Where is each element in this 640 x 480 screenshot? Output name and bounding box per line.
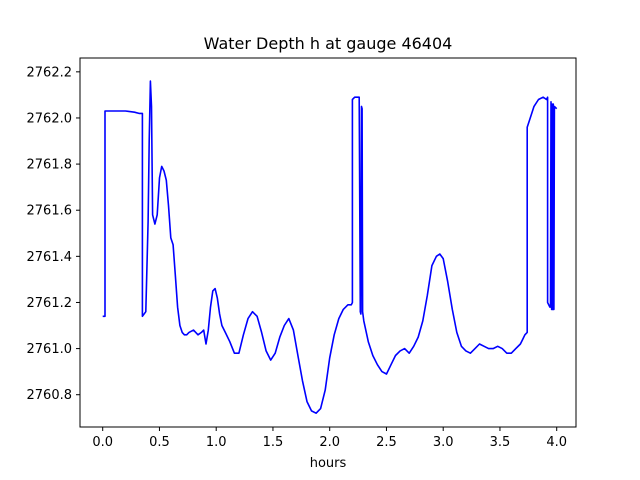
x-tick-label: 3.0 xyxy=(433,435,454,450)
x-tick-label: 4.0 xyxy=(546,435,567,450)
x-tick-label: 3.5 xyxy=(490,435,511,450)
series-line-1 xyxy=(102,80,558,415)
x-tick-label: 1.5 xyxy=(263,435,284,450)
y-tick-label: 2761.8 xyxy=(27,158,73,173)
x-tick-label: 0.5 xyxy=(149,435,170,450)
y-tick-label: 2761.2 xyxy=(27,296,73,311)
x-axis-ticks: 0.0 0.5 1.0 1.5 2.0 2.5 3.0 3.5 4.0 xyxy=(92,427,567,450)
x-tick-label: 2.0 xyxy=(319,435,340,450)
x-tick-label: 1.0 xyxy=(206,435,227,450)
y-tick-label: 2762.2 xyxy=(27,65,73,80)
y-tick-label: 2761.4 xyxy=(27,250,73,265)
y-tick-label: 2761.0 xyxy=(27,342,73,357)
plot-area-frame xyxy=(79,57,577,428)
x-tick-label: 2.5 xyxy=(376,435,397,450)
x-axis-label: hours xyxy=(310,456,347,471)
y-tick-label: 2762.0 xyxy=(27,111,73,126)
y-tick-label: 2760.8 xyxy=(27,388,73,403)
y-axis-ticks: 2760.8 2761.0 2761.2 2761.4 2761.6 2761.8 2762… xyxy=(27,65,80,403)
series-layer xyxy=(102,80,558,415)
x-tick-label: 0.0 xyxy=(92,435,113,450)
chart-title: Water Depth h at gauge 46404 xyxy=(204,34,453,53)
y-tick-label: 2761.6 xyxy=(27,204,73,219)
